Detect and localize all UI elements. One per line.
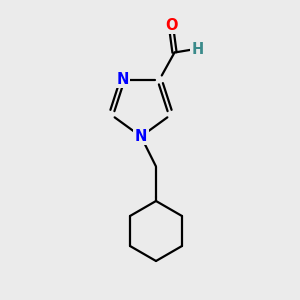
Text: O: O xyxy=(165,18,178,33)
Text: N: N xyxy=(135,129,147,144)
Text: H: H xyxy=(192,42,204,57)
Text: N: N xyxy=(116,72,129,87)
